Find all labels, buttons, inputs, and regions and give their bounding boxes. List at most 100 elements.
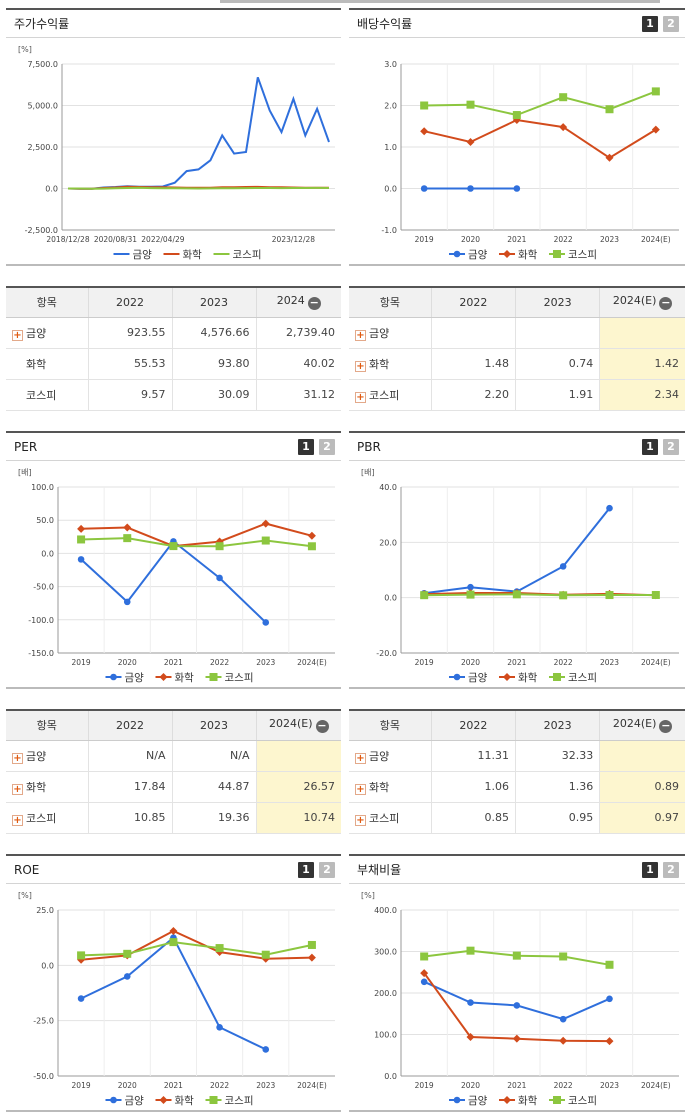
view-button-2[interactable]: 2 [663,862,679,878]
legend-marker-geumyang [453,673,461,681]
legend-marker-chemical [159,1096,168,1104]
view-button-1[interactable]: 1 [298,862,314,878]
legend-marker-geumyang [453,250,461,258]
unit-label: [배] [361,468,375,477]
table-pbr: 항목 2022 2023 2024(E) − + 금양 11.31 32.33 + 화학 1.06 1.… [349,709,685,834]
table-header-cell: 2022 [430,710,516,741]
series-chemical [420,116,660,162]
x-tick-label: 2021 [164,1081,183,1090]
collapse-minus-icon[interactable]: − [659,296,673,311]
y-tick-label: -2,500.0 [25,226,58,235]
expand-plus-icon[interactable]: + [355,783,366,795]
legend: 금양 화학 코스피 [449,672,597,684]
header-label: 항목 [379,296,400,310]
view-button-2[interactable]: 2 [663,439,679,455]
point-geumyang [513,185,521,192]
collapse-minus-icon[interactable]: − [315,719,329,734]
panel-title: PER [14,440,38,454]
value-cell: N/A [171,740,256,772]
legend-marker-kospi [553,1096,561,1104]
view-button-1[interactable]: 1 [642,862,658,878]
series-geumyang [420,504,613,597]
expand-plus-icon[interactable]: + [12,814,23,826]
expand-plus-icon[interactable]: + [12,329,23,341]
series-line-chemical [423,118,657,159]
row-name: 코스피 [369,388,400,402]
view-button-1[interactable]: 1 [298,439,314,455]
expand-plus-icon[interactable]: + [355,752,366,764]
panel-debt-ratio: 부채비율 1 2 [%] 400.0 300.0 200.0 100.0 0.0 2019 2020… [349,854,685,1112]
value-cell: 17.84 [87,771,172,803]
value-cell: 9.57 [87,379,172,411]
point-geumyang [467,999,474,1006]
expand-plus-icon[interactable]: + [355,814,366,826]
x-tick-label: 2024(E) [641,235,671,244]
legend-label-geumyang: 금양 [468,249,488,261]
row-name: 화학 [26,780,47,794]
series-line-kospi [81,941,313,957]
point-kospi [651,87,660,96]
point-geumyang [420,978,428,986]
series-geumyang [77,934,270,1053]
x-tick-label: 2024(E) [297,1081,327,1090]
view-button-1[interactable]: 1 [642,439,658,455]
view-button-2[interactable]: 2 [663,16,679,32]
x-tick-label: 2019 [72,658,91,667]
point-chemical [77,955,86,964]
expand-plus-icon[interactable]: + [12,783,23,795]
table-row: + 화학 17.84 44.87 26.57 [6,771,341,803]
y-tick-label: 0.0 [45,185,58,194]
panel-footer-line [349,264,685,266]
panel-footer-line [349,687,685,689]
value-cell: 2.34 [599,379,685,411]
value-cell: 0.74 [514,348,600,380]
row-name-cell: + 코스피 [349,802,432,834]
y-tick-label: 0.0 [384,185,397,194]
value-cell [599,317,685,349]
value-cell: 30.09 [171,379,256,411]
x-tick-label: 2021 [507,658,526,667]
table-row: 화학 55.53 93.80 40.02 [6,348,341,380]
legend-label-chemical: 화학 [518,249,538,261]
table-row: + 화학 1.48 0.74 1.42 [349,348,685,380]
view-button-2[interactable]: 2 [319,862,335,878]
view-button-2[interactable]: 2 [319,439,335,455]
series-geumyang [420,185,521,192]
point-chemical [559,123,568,132]
value-cell: 1.42 [599,348,685,380]
point-geumyang [77,556,85,563]
series-line-kospi [68,186,330,190]
row-name-cell: + 코스피 [6,802,88,834]
table-row: + 코스피 2.20 1.91 2.34 [349,379,685,411]
value-cell: 44.87 [171,771,256,803]
point-kospi [512,951,521,960]
header-label: 2023 [543,718,572,732]
legend-marker-kospi [553,673,561,681]
row-name-cell: + 금양 [6,740,88,772]
collapse-minus-icon[interactable]: − [659,719,673,734]
expand-plus-icon[interactable]: + [355,360,366,372]
table-header-cell: 2023 [514,287,600,318]
x-tick-label: 2021 [507,1081,526,1090]
row-name: 금양 [369,749,390,763]
value-cell [599,740,685,772]
collapse-minus-icon[interactable]: − [307,296,321,311]
header-label: 2023 [543,295,572,309]
legend: 금양 화학 코스피 [105,1095,253,1107]
legend-label-chemical: 화학 [175,672,195,684]
value-cell: 1.06 [430,771,516,803]
view-button-1[interactable]: 1 [642,16,658,32]
expand-plus-icon[interactable]: + [355,329,366,341]
header-label: 항목 [379,719,400,733]
table-row: + 화학 1.06 1.36 0.89 [349,771,685,803]
expand-plus-icon[interactable]: + [12,752,23,764]
point-kospi [215,542,224,551]
point-kospi [651,590,660,599]
row-name-cell: + 화학 [6,771,88,803]
panel-header: ROE 1 2 [6,854,341,884]
expand-plus-icon[interactable]: + [355,391,366,403]
legend-label-kospi: 코스피 [568,249,597,261]
x-tick-label: 2020/08/31 [94,235,137,244]
value-cell: 0.89 [599,771,685,803]
x-tick-label: 2022 [210,658,229,667]
